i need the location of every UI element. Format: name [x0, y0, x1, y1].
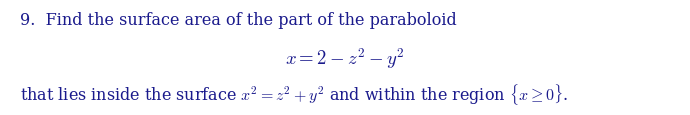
- Text: that lies inside the surface $x^2 = z^2 + y^2$ and within the region $\{x \geq 0: that lies inside the surface $x^2 = z^2 …: [20, 81, 569, 106]
- Text: 9.  Find the surface area of the part of the paraboloid: 9. Find the surface area of the part of …: [20, 12, 457, 29]
- Text: $x = 2 - z^2 - y^2$: $x = 2 - z^2 - y^2$: [286, 46, 404, 70]
